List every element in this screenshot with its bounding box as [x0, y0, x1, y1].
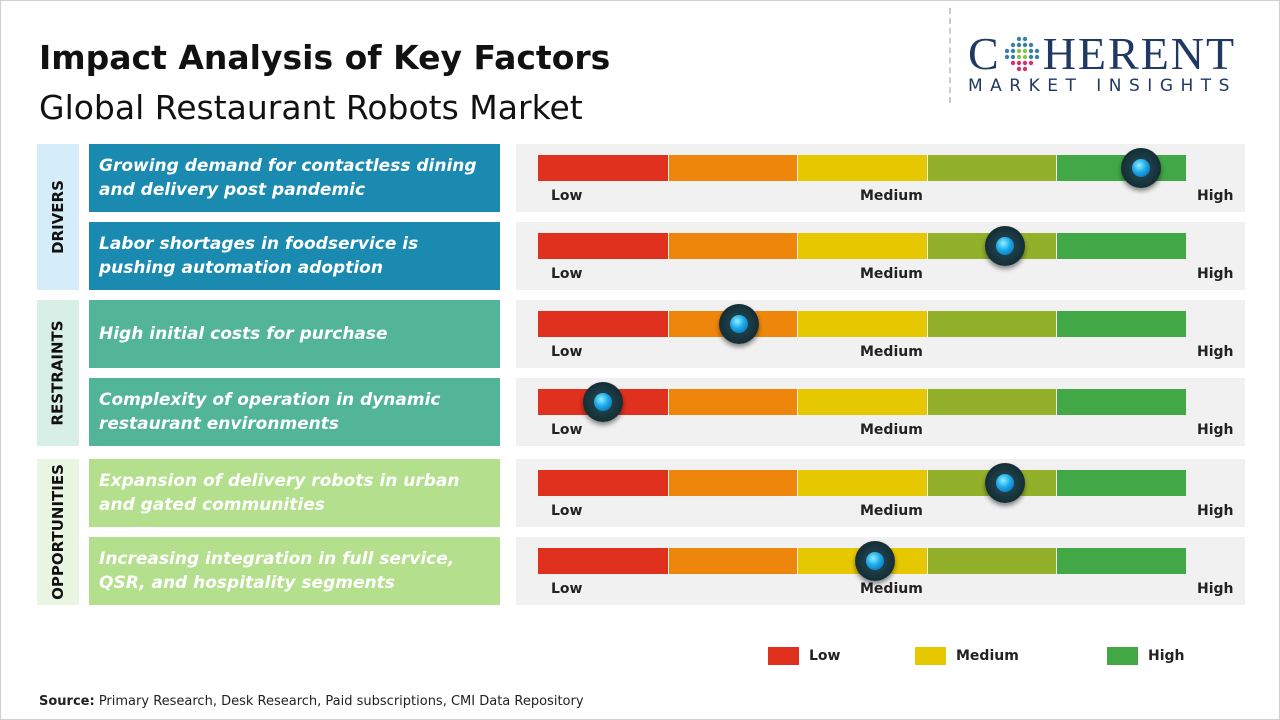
factor-label: Growing demand for contactless dining an… [89, 144, 500, 212]
divider [949, 8, 951, 103]
impact-gauge: Low Medium High [516, 378, 1245, 446]
impact-gauge: Low Medium High [516, 222, 1245, 290]
gauge-segment [1057, 548, 1186, 574]
category-opportunities: OPPORTUNITIES [37, 459, 79, 605]
factor-label: Complexity of operation in dynamic resta… [89, 378, 500, 446]
gauge-segment [668, 233, 798, 259]
scale-high-label: High [1197, 503, 1234, 519]
gauge-segment [668, 548, 798, 574]
gauge-segment [798, 389, 927, 415]
legend-label: Low [809, 648, 841, 664]
scale-low-label: Low [551, 503, 583, 519]
legend-label: Medium [956, 648, 1019, 664]
gauge-segment [927, 548, 1057, 574]
legend-swatch [768, 647, 799, 665]
category-drivers: DRIVERS [37, 144, 79, 290]
logo-word: HERENT [1042, 28, 1237, 79]
impact-marker-knob [582, 382, 623, 422]
gauge-segment [798, 311, 927, 337]
category-label: OPPORTUNITIES [49, 464, 67, 600]
factor-label: High initial costs for purchase [89, 300, 500, 368]
legend-low: Low [768, 647, 840, 665]
scale-medium-label: Medium [860, 266, 923, 282]
gauge-segment [1057, 389, 1186, 415]
gauge-segment [1057, 233, 1186, 259]
page-subtitle: Global Restaurant Robots Market [39, 88, 583, 127]
impact-marker-knob [718, 304, 759, 344]
scale-medium-label: Medium [860, 344, 923, 360]
gauge-segment [538, 548, 668, 574]
impact-gauge: Low Medium High [516, 459, 1245, 527]
scale-high-label: High [1197, 266, 1234, 282]
gauge-segment [668, 389, 798, 415]
scale-medium-label: Medium [860, 188, 923, 204]
gauge-segment [798, 155, 927, 181]
scale-high-label: High [1197, 422, 1234, 438]
logo: C HERENT MARKET INSIGHTS [968, 28, 1263, 97]
scale-high-label: High [1197, 344, 1234, 360]
scale-medium-label: Medium [860, 581, 923, 597]
impact-marker-knob [1120, 148, 1161, 188]
source-label: Source: [39, 694, 95, 709]
logo-letter: C [968, 28, 1001, 79]
scale-low-label: Low [551, 188, 583, 204]
legend-medium: Medium [915, 647, 1019, 665]
scale-low-label: Low [551, 344, 583, 360]
scale-high-label: High [1197, 581, 1234, 597]
gauge-segment [668, 470, 798, 496]
scale-low-label: Low [551, 581, 583, 597]
category-label: RESTRAINTS [49, 320, 68, 426]
scale-low-label: Low [551, 422, 583, 438]
source-text: Primary Research, Desk Research, Paid su… [94, 694, 584, 709]
category-label: DRIVERS [49, 180, 68, 254]
gauge-segment [927, 155, 1057, 181]
impact-gauge: Low Medium High [516, 537, 1245, 605]
category-restraints: RESTRAINTS [37, 300, 79, 446]
scale-low-label: Low [551, 266, 583, 282]
impact-gauge: Low Medium High [516, 300, 1245, 368]
gauge-segment [1057, 470, 1186, 496]
gauge-segment [798, 470, 927, 496]
gauge-segment [668, 155, 798, 181]
legend-swatch [915, 647, 946, 665]
impact-marker-knob [854, 541, 895, 581]
gauge-segment [927, 389, 1057, 415]
gauge-segment [927, 311, 1057, 337]
globe-dots-icon [1004, 36, 1039, 72]
logo-subtitle: MARKET INSIGHTS [968, 76, 1237, 96]
legend-swatch [1107, 647, 1138, 665]
impact-marker-knob [984, 226, 1025, 266]
page-title: Impact Analysis of Key Factors [39, 38, 611, 77]
gauge-segment [798, 233, 927, 259]
factor-label: Increasing integration in full service, … [89, 537, 500, 605]
legend-high: High [1107, 647, 1185, 665]
impact-marker-knob [984, 463, 1025, 503]
impact-gauge: Low Medium High [516, 144, 1245, 212]
gauge-segment [1057, 311, 1186, 337]
gauge-segment [538, 233, 668, 259]
factor-label: Labor shortages in foodservice is pushin… [89, 222, 500, 290]
scale-high-label: High [1197, 188, 1234, 204]
scale-medium-label: Medium [860, 422, 923, 438]
gauge-segment [538, 155, 668, 181]
factor-label: Expansion of delivery robots in urban an… [89, 459, 500, 527]
scale-medium-label: Medium [860, 503, 923, 519]
gauge-segment [538, 311, 668, 337]
source-note: Source: Primary Research, Desk Research,… [39, 694, 584, 709]
gauge-segment [538, 470, 668, 496]
legend-label: High [1148, 648, 1185, 664]
